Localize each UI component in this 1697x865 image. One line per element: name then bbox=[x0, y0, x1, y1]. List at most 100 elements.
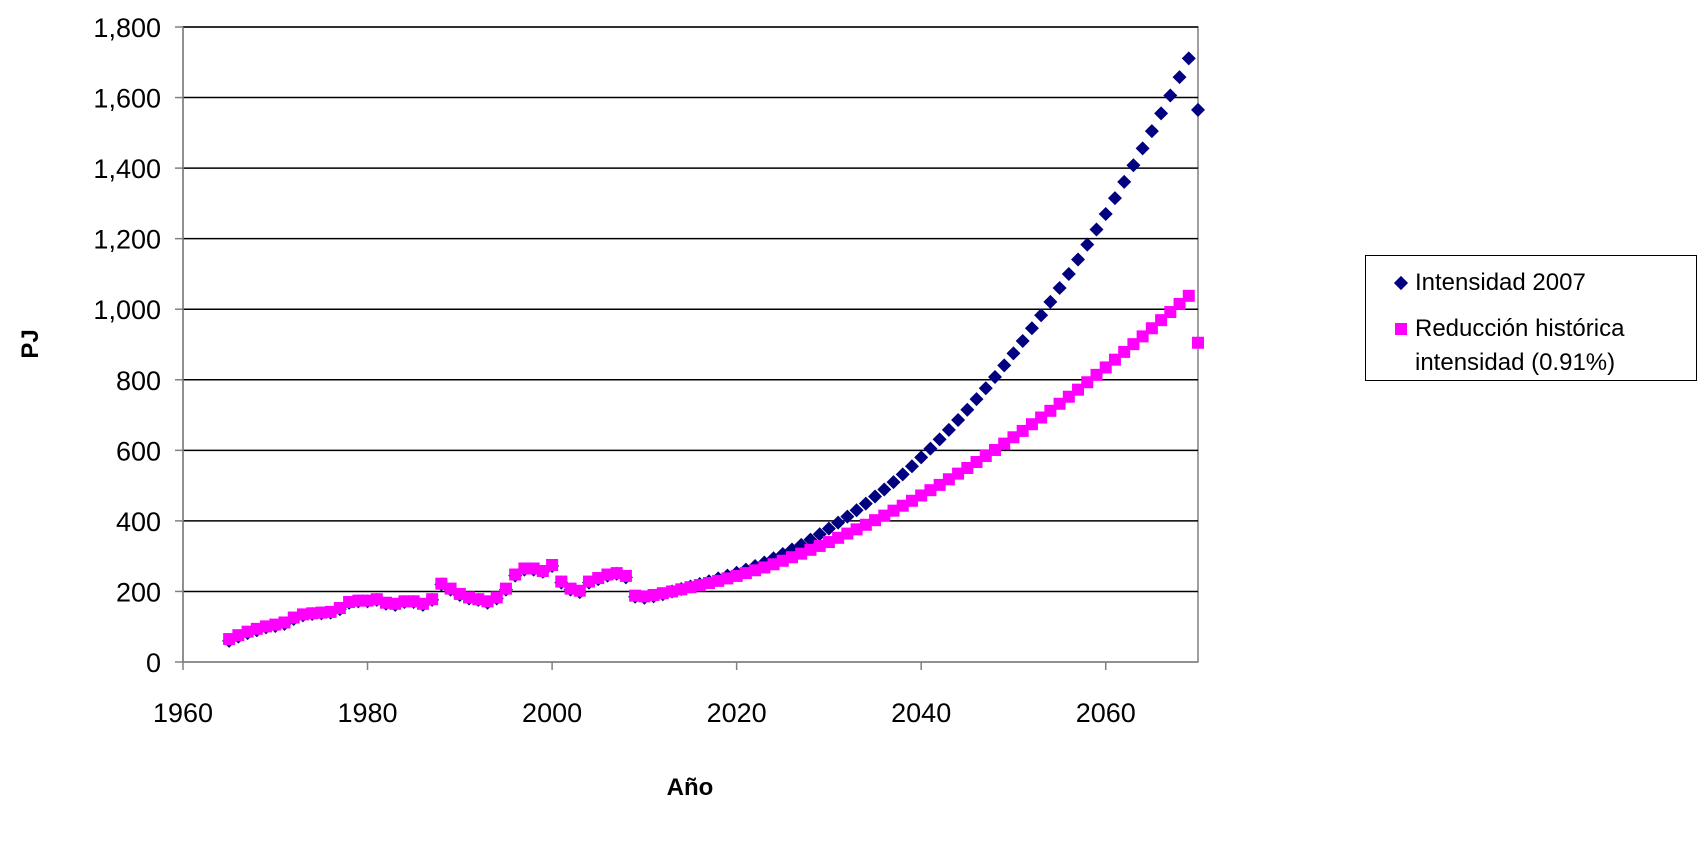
data-point-square bbox=[1164, 306, 1177, 319]
data-point-diamond bbox=[858, 496, 873, 511]
data-point-diamond bbox=[1107, 191, 1122, 206]
data-point-square bbox=[472, 593, 485, 606]
data-point-diamond bbox=[1191, 102, 1205, 117]
y-tick-label: 400 bbox=[116, 507, 161, 537]
y-tick-label: 200 bbox=[116, 577, 161, 607]
data-point-square bbox=[260, 620, 273, 633]
data-point-square bbox=[1182, 289, 1195, 302]
data-point-square bbox=[767, 558, 780, 571]
data-point-diamond bbox=[1144, 124, 1159, 139]
data-point-square bbox=[509, 568, 522, 581]
data-point-diamond bbox=[1181, 51, 1196, 66]
data-point-square bbox=[1127, 338, 1140, 351]
data-point-diamond bbox=[960, 402, 975, 417]
data-point-diamond bbox=[923, 441, 938, 456]
data-point-square bbox=[1072, 383, 1085, 396]
data-point-square bbox=[499, 582, 512, 595]
data-point-diamond bbox=[1071, 252, 1086, 267]
legend-item-intensidad-2007: Intensidad 2007 bbox=[1393, 266, 1586, 300]
data-point-diamond bbox=[1172, 70, 1187, 85]
y-axis-ticks: 0 200 400 600 800 1,000 1,200 1,400 1,600 1,800 bbox=[93, 13, 183, 678]
data-point-square bbox=[896, 499, 909, 512]
data-point-square bbox=[675, 583, 688, 596]
data-point-square bbox=[490, 591, 503, 604]
data-point-square bbox=[1025, 418, 1038, 431]
data-point-diamond bbox=[849, 503, 864, 518]
data-point-square bbox=[647, 588, 660, 601]
data-point-diamond bbox=[941, 422, 956, 437]
data-point-square bbox=[453, 587, 466, 600]
data-point-square bbox=[444, 582, 457, 595]
x-axis-title: Año bbox=[667, 774, 714, 801]
data-point-square bbox=[1090, 368, 1103, 381]
data-point-diamond bbox=[1043, 294, 1058, 309]
x-tick-label: 2060 bbox=[1076, 698, 1136, 728]
data-point-square bbox=[324, 605, 337, 618]
data-point-diamond bbox=[1126, 158, 1141, 173]
data-point-square bbox=[730, 569, 743, 582]
data-point-square bbox=[786, 551, 798, 564]
x-tick-label: 1960 bbox=[153, 698, 213, 728]
axes bbox=[182, 27, 1198, 663]
data-point-diamond bbox=[877, 482, 892, 497]
data-point-square bbox=[361, 594, 374, 607]
data-point-square bbox=[306, 607, 319, 620]
y-tick-label: 600 bbox=[116, 436, 161, 466]
data-point-square bbox=[832, 531, 845, 544]
data-point-square bbox=[666, 585, 679, 598]
data-point-square bbox=[1053, 397, 1066, 410]
data-point-square bbox=[463, 591, 476, 604]
data-point-square bbox=[933, 478, 946, 491]
data-point-square bbox=[942, 473, 955, 486]
data-point-square bbox=[241, 625, 254, 638]
data-point-square bbox=[850, 523, 863, 536]
y-tick-label: 1,400 bbox=[93, 154, 161, 184]
data-point-square bbox=[795, 547, 808, 560]
y-tick-label: 1,000 bbox=[93, 295, 161, 325]
data-point-diamond bbox=[988, 369, 1002, 384]
data-point-square bbox=[250, 622, 263, 635]
y-tick-label: 1,200 bbox=[93, 225, 161, 255]
data-point-square bbox=[924, 484, 937, 497]
data-point-diamond bbox=[1034, 308, 1049, 323]
legend-item-reduccion-historica: Reducción histórica intensidad (0.91%) bbox=[1393, 312, 1693, 380]
data-point-square bbox=[656, 587, 669, 600]
data-point-diamond bbox=[932, 432, 947, 447]
data-point-square bbox=[1099, 361, 1112, 374]
data-point-square bbox=[989, 443, 1001, 456]
data-point-square bbox=[416, 597, 429, 610]
data-point-square bbox=[1136, 330, 1149, 343]
data-point-diamond bbox=[1117, 174, 1132, 189]
data-point-square bbox=[380, 596, 392, 609]
data-point-square bbox=[702, 576, 715, 589]
data-point-square bbox=[333, 602, 346, 615]
diamond-icon bbox=[1393, 266, 1409, 300]
data-point-diamond bbox=[914, 450, 929, 465]
data-point-square bbox=[287, 611, 300, 624]
data-point-square bbox=[1145, 322, 1158, 335]
data-point-square bbox=[1192, 336, 1204, 349]
data-point-diamond bbox=[840, 509, 855, 524]
data-point-diamond bbox=[1024, 321, 1039, 336]
data-point-square bbox=[887, 504, 900, 517]
data-point-diamond bbox=[978, 381, 993, 396]
data-point-square bbox=[1155, 314, 1168, 327]
x-tick-label: 1980 bbox=[338, 698, 398, 728]
data-point-square bbox=[1035, 411, 1048, 424]
data-point-square bbox=[1173, 297, 1186, 310]
data-point-diamond bbox=[1052, 281, 1067, 296]
data-point-square bbox=[758, 561, 771, 574]
legend-label: Intensidad 2007 bbox=[1415, 269, 1586, 296]
data-point-square bbox=[878, 509, 891, 522]
data-point-diamond bbox=[1098, 206, 1113, 221]
legend: Intensidad 2007 Reducción histórica inte… bbox=[1365, 255, 1697, 381]
data-point-square bbox=[961, 461, 974, 474]
data-point-square bbox=[776, 554, 789, 567]
data-point-square bbox=[822, 536, 835, 549]
data-point-square bbox=[712, 574, 725, 587]
data-point-diamond bbox=[997, 358, 1012, 373]
data-point-square bbox=[952, 467, 965, 480]
data-point-square bbox=[343, 596, 356, 609]
data-point-square bbox=[619, 569, 632, 582]
data-point-square bbox=[1016, 424, 1029, 437]
